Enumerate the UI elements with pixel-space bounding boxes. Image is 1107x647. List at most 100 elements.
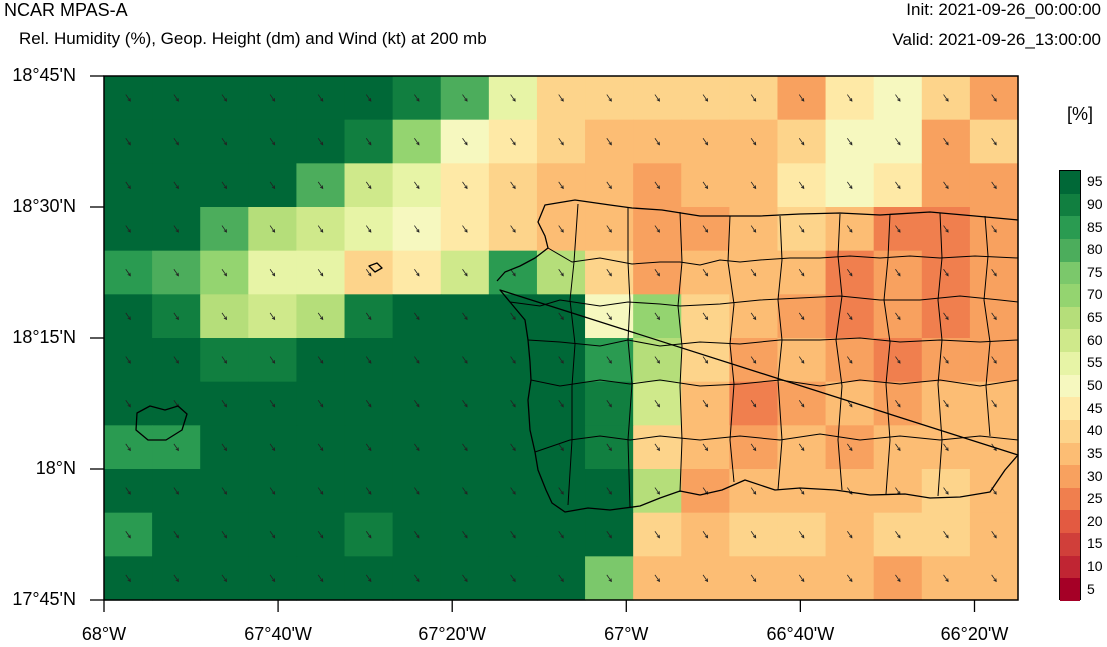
wind-arrow [462, 94, 468, 102]
wind-arrow [750, 356, 757, 364]
wind-arrow [414, 530, 420, 539]
wind-arrow [895, 574, 901, 583]
wind-arrow [702, 443, 709, 452]
wind-arrow [125, 137, 131, 146]
wind-arrow [125, 268, 131, 277]
wind-arrow [173, 225, 179, 233]
wind-arrow [943, 268, 949, 277]
wind-arrow [895, 356, 901, 364]
wind-arrow [269, 399, 276, 408]
wind-arrow [221, 487, 228, 495]
wind-arrow [221, 137, 228, 146]
lon-label: 67°W [604, 624, 649, 644]
wind-arrow [654, 443, 660, 452]
wind-arrow [365, 399, 372, 408]
wind-arrow [702, 181, 709, 190]
wind-arrow [125, 487, 131, 495]
wind-arrow [510, 356, 516, 364]
wind-arrow [798, 268, 805, 277]
wind-arrow [654, 225, 660, 233]
wind-arrow [510, 399, 516, 408]
wind-arrow [798, 574, 805, 583]
wind-arrow [317, 356, 324, 364]
wind-arrow [943, 530, 949, 539]
wind-arrow [847, 356, 853, 364]
wind-arrow [750, 225, 757, 233]
wind-arrow [365, 443, 372, 452]
lat-label: 17°45'N [12, 589, 76, 609]
colorbar-level-label: 80 [1087, 241, 1103, 258]
wind-arrow [269, 443, 276, 452]
wind-arrow [943, 312, 949, 321]
wind-arrow [510, 181, 516, 190]
wind-arrow [414, 487, 420, 495]
wind-arrow [991, 268, 997, 277]
wind-arrow [365, 137, 372, 146]
colorbar-level-label: 65 [1087, 309, 1103, 326]
wind-arrow [750, 181, 757, 190]
wind-arrow [173, 94, 179, 102]
wind-arrow [269, 137, 276, 146]
wind-arrow [847, 225, 853, 233]
wind-arrow [125, 574, 131, 583]
lon-label: 67°40'W [244, 624, 312, 644]
wind-arrow [943, 181, 949, 190]
wind-arrow [606, 530, 612, 539]
colorbar-swatch [1060, 193, 1080, 217]
wind-arrow [750, 399, 757, 408]
colorbar-swatch [1060, 419, 1080, 444]
wind-arrow [654, 487, 660, 495]
wind-arrow [606, 181, 612, 190]
wind-arrow [462, 574, 468, 583]
wind-arrow [269, 94, 276, 102]
wind-arrow [847, 137, 853, 146]
colorbar-swatch [1060, 352, 1080, 376]
wind-arrow [269, 312, 276, 321]
wind-arrow [558, 356, 564, 364]
colorbar-level-label: 5 [1087, 580, 1095, 597]
wind-arrow [558, 530, 564, 539]
colorbar-swatch [1060, 261, 1080, 285]
wind-arrow [558, 137, 564, 146]
wind-arrow [317, 574, 324, 583]
wind-arrow [558, 399, 564, 408]
wind-arrow [606, 487, 612, 495]
wind-arrow [798, 399, 805, 408]
wind-arrow [317, 225, 324, 233]
colorbar-units: [%] [1067, 104, 1094, 124]
colorbar-level-label: 30 [1087, 467, 1103, 484]
colorbar [1059, 170, 1081, 602]
wind-arrow [895, 225, 901, 233]
wind-arrow [702, 137, 709, 146]
wind-arrow [125, 181, 131, 190]
wind-arrow [750, 94, 757, 102]
wind-arrow [654, 137, 660, 146]
wind-arrow [173, 487, 179, 495]
colorbar-level-label: 10 [1087, 558, 1103, 575]
wind-arrow [750, 443, 757, 452]
wind-arrow [750, 530, 757, 539]
wind-arrow [414, 94, 420, 102]
wind-arrow [991, 574, 997, 583]
wind-arrow [510, 94, 516, 102]
plot-title: NCAR MPAS-A [4, 0, 128, 20]
wind-arrow [414, 181, 420, 190]
wind-arrow [269, 487, 276, 495]
wind-arrow [125, 443, 131, 452]
wind-arrow [317, 181, 324, 190]
colorbar-level-label: 70 [1087, 286, 1103, 303]
wind-arrow [125, 399, 131, 408]
wind-arrow [847, 181, 853, 190]
wind-arrow [510, 225, 516, 233]
lat-label: 18°N [35, 458, 76, 478]
wind-arrow [510, 268, 516, 277]
wind-arrow [847, 312, 853, 321]
lat-label: 18°15'N [12, 327, 76, 347]
wind-arrow [606, 443, 612, 452]
valid-time-label: Valid: 2021-09-26_13:00:00 [892, 30, 1101, 49]
colorbar-level-label: 35 [1087, 444, 1103, 461]
wind-arrow [895, 181, 901, 190]
wind-arrow [269, 530, 276, 539]
wind-arrow [895, 268, 901, 277]
